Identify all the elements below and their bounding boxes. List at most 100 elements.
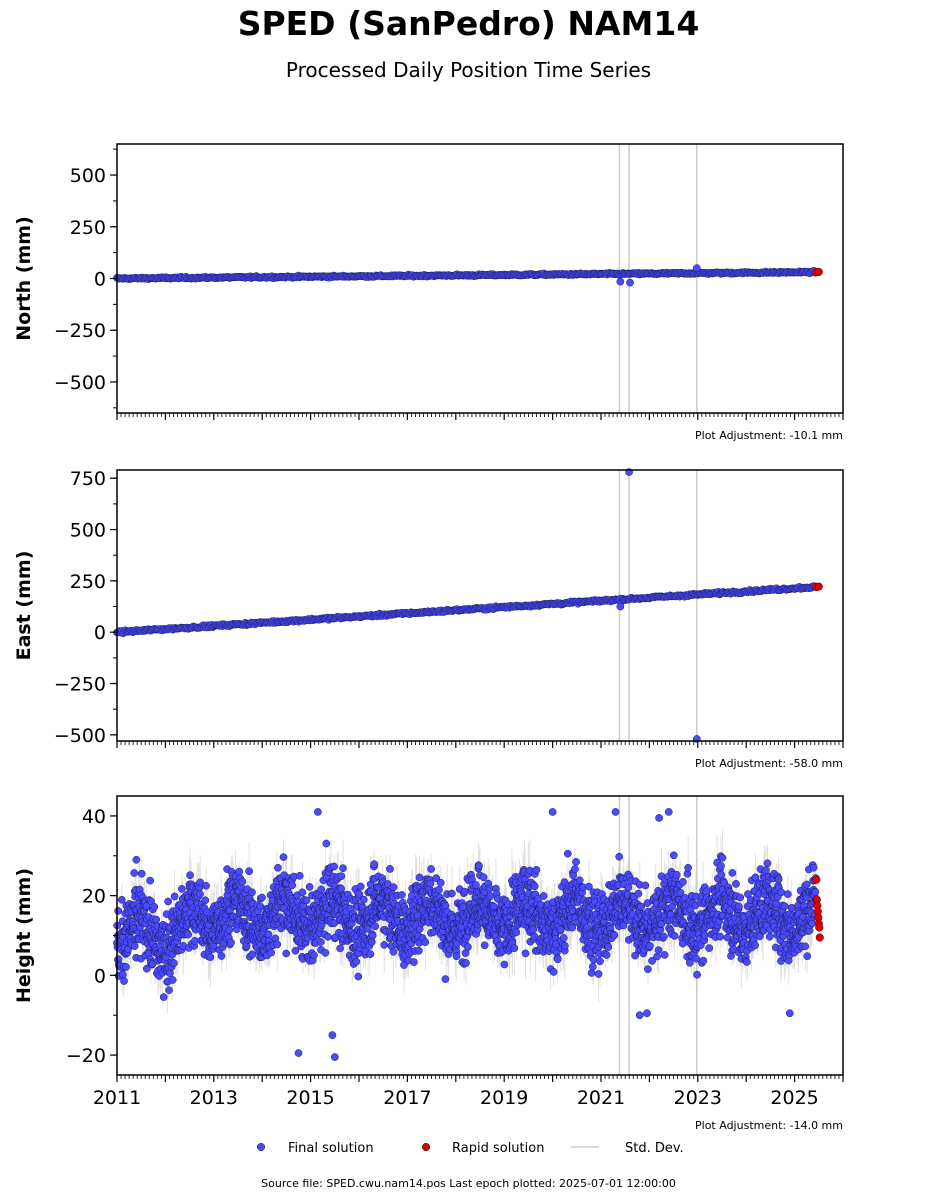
- final-point: [170, 959, 178, 968]
- rapid-point: [814, 582, 823, 591]
- final-point: [322, 839, 331, 848]
- final-point: [352, 957, 361, 966]
- chart-title: SPED (SanPedro) NAM14: [237, 4, 700, 43]
- final-point: [310, 951, 318, 960]
- final-point: [475, 861, 483, 870]
- final-point: [258, 893, 266, 902]
- final-point: [201, 896, 210, 905]
- final-point: [146, 876, 155, 885]
- final-point: [118, 970, 127, 979]
- final-point: [159, 993, 168, 1001]
- final-point: [225, 926, 234, 934]
- final-solution-points: [113, 468, 820, 743]
- panel-2: −500 −250 0 250 500 750 East (mm) Plot Adjustme…: [13, 468, 844, 770]
- final-point-outlier: [616, 602, 625, 611]
- final-point: [302, 896, 311, 905]
- final-point: [248, 950, 257, 959]
- final-point: [274, 863, 282, 872]
- final-point: [202, 881, 210, 890]
- final-point: [436, 878, 445, 887]
- final-point: [368, 931, 377, 940]
- final-point: [415, 873, 424, 882]
- y-tick-label: −500: [54, 725, 106, 747]
- final-point: [267, 948, 276, 957]
- final-point: [366, 950, 375, 958]
- final-point: [150, 902, 159, 911]
- final-point: [512, 928, 521, 937]
- final-point: [330, 862, 338, 871]
- final-point: [168, 976, 177, 984]
- final-point: [130, 869, 139, 877]
- final-point: [354, 972, 363, 981]
- final-point: [414, 946, 423, 955]
- y-tick-label: −250: [54, 674, 106, 696]
- final-point: [472, 881, 480, 889]
- final-point-outlier: [692, 264, 701, 273]
- chart-subtitle: Processed Daily Position Time Series: [285, 58, 652, 82]
- final-point: [282, 949, 291, 958]
- rapid-solution-points: [812, 582, 823, 592]
- final-point: [196, 890, 204, 899]
- final-point: [410, 958, 418, 966]
- final-point: [186, 871, 194, 880]
- final-solution-points: [113, 808, 820, 1061]
- final-point: [206, 953, 215, 961]
- final-point: [137, 869, 146, 878]
- final-point-outlier: [626, 278, 634, 287]
- final-point: [227, 938, 235, 947]
- final-point: [217, 952, 226, 960]
- final-point: [122, 963, 130, 971]
- final-point: [298, 888, 307, 897]
- final-point: [165, 986, 173, 994]
- final-point: [500, 960, 509, 969]
- final-point: [336, 944, 344, 953]
- y-tick-label: −500: [54, 372, 106, 394]
- final-point: [389, 947, 398, 956]
- plot-adjustment-note: Plot Adjustment: -10.1 mm: [695, 429, 843, 442]
- final-point: [120, 977, 128, 985]
- final-point: [389, 883, 398, 892]
- final-point: [248, 888, 256, 897]
- final-point: [337, 872, 346, 881]
- final-point: [371, 922, 380, 931]
- final-point: [273, 940, 282, 949]
- final-point: [359, 895, 368, 904]
- final-point: [464, 943, 472, 951]
- final-point: [426, 879, 435, 888]
- final-point: [164, 897, 172, 906]
- final-point: [462, 959, 470, 967]
- final-point: [380, 941, 389, 949]
- y-tick-label: −250: [54, 320, 106, 342]
- y-tick-label: 0: [94, 269, 106, 291]
- y-tick-label: 500: [70, 165, 106, 187]
- final-point: [421, 938, 430, 947]
- y-tick-label: 250: [70, 571, 106, 593]
- final-point: [279, 853, 288, 861]
- final-point: [245, 867, 253, 876]
- final-point: [288, 881, 297, 890]
- y-tick-label: 250: [70, 217, 106, 239]
- final-solution-points: [113, 264, 820, 287]
- rapid-point: [814, 267, 823, 276]
- final-point: [480, 941, 489, 950]
- final-point: [152, 915, 161, 924]
- final-point: [356, 882, 365, 891]
- final-point: [238, 877, 247, 886]
- final-point: [264, 930, 273, 939]
- final-point: [427, 865, 435, 873]
- final-point: [170, 892, 179, 901]
- final-point: [305, 883, 314, 891]
- y-axis-label: East (mm): [13, 551, 35, 661]
- y-tick-label: 500: [70, 520, 106, 542]
- final-point: [321, 948, 330, 957]
- final-point: [479, 873, 488, 882]
- final-point: [441, 975, 450, 983]
- plot-adjustment-note: Plot Adjustment: -58.0 mm: [695, 757, 843, 770]
- final-point: [184, 930, 192, 939]
- final-point: [316, 938, 325, 946]
- final-point-outlier: [616, 277, 625, 286]
- final-point: [367, 938, 376, 946]
- y-axis-label: North (mm): [13, 216, 35, 341]
